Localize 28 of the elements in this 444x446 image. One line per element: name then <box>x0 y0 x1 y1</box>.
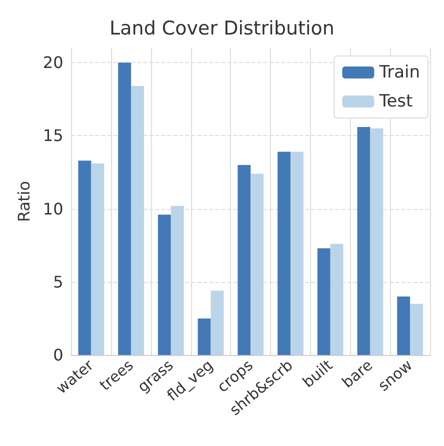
y-axis-title: Ratio <box>14 180 34 222</box>
bar <box>290 152 304 355</box>
legend-label: Train <box>378 62 420 82</box>
y-tick-label: 20 <box>42 53 64 72</box>
y-tick-label: 15 <box>42 126 64 146</box>
chart-title: Land Cover Distribution <box>110 18 334 40</box>
bar <box>91 163 104 355</box>
bar <box>131 86 144 355</box>
bar <box>158 214 171 355</box>
bar <box>210 290 224 355</box>
bar <box>238 164 251 355</box>
bar <box>330 244 344 355</box>
bar <box>170 206 184 355</box>
x-tick-label: bare <box>338 356 376 392</box>
bar <box>410 304 424 355</box>
legend-label: Test <box>378 92 414 112</box>
bar <box>198 318 211 355</box>
y-tick-label: 0 <box>53 346 64 364</box>
bar <box>250 174 264 355</box>
bar <box>78 160 92 355</box>
bar <box>397 296 410 355</box>
bar <box>357 126 370 355</box>
bar <box>370 128 384 355</box>
y-tick-label: 10 <box>42 199 64 218</box>
y-tick-label: 5 <box>53 272 64 292</box>
bar <box>317 248 330 355</box>
bar <box>118 62 132 355</box>
bar <box>278 152 290 355</box>
